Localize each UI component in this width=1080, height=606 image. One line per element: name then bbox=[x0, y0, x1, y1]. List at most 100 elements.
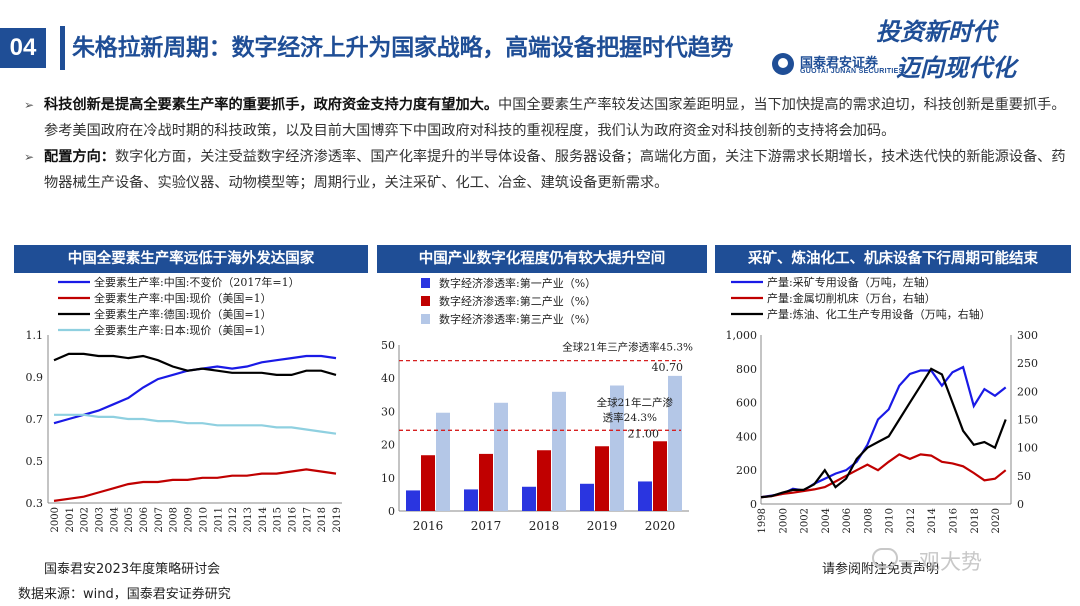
bar-2 bbox=[537, 450, 551, 511]
series-line-1 bbox=[760, 365, 1007, 499]
bar-1 bbox=[464, 489, 478, 511]
x-tick-label: 2010 bbox=[198, 507, 209, 532]
y-tick-label: 1.1 bbox=[26, 329, 44, 342]
y-tick-label-left: 0 bbox=[750, 498, 757, 511]
x-tick-label: 2017 bbox=[471, 519, 502, 533]
x-tick-label: 2000 bbox=[50, 507, 61, 532]
y-tick-label: 10 bbox=[381, 472, 395, 485]
x-tick-label: 2003 bbox=[95, 507, 106, 532]
x-tick-label: 2012 bbox=[906, 508, 917, 533]
x-tick-label: 2016 bbox=[948, 508, 959, 533]
legend-label: 全要素生产率:日本:现价（美国=1） bbox=[94, 323, 272, 337]
legend-label: 数字经济渗透率:第二产业（%） bbox=[439, 294, 596, 308]
y-tick-label: 0 bbox=[388, 505, 395, 518]
bar-2 bbox=[653, 441, 667, 511]
data-source: 数据来源：wind，国泰君安证券研究 bbox=[18, 587, 231, 602]
title-accent-bar bbox=[60, 26, 65, 70]
x-tick-label: 2010 bbox=[885, 508, 896, 533]
series-line-3 bbox=[53, 352, 337, 377]
tfp-line-chart: 1.1 0.9 0.7 0.5 0.3 2000 2001 2002 2003 2004 2005 2… bbox=[14, 273, 368, 550]
y-tick-label: 20 bbox=[381, 439, 395, 452]
y-tick-label-left: 400 bbox=[736, 430, 757, 443]
y-tick-label-right: 100 bbox=[1017, 442, 1038, 455]
bar-3 bbox=[436, 412, 450, 511]
legend-label: 产量:金属切削机床（万台，右轴） bbox=[767, 291, 936, 305]
y-tick-label-right: 250 bbox=[1017, 357, 1038, 370]
legend-label: 全要素生产率:德国:现价（美国=1） bbox=[94, 307, 272, 321]
x-tick-label: 2011 bbox=[213, 507, 224, 532]
bullet-list: ➢ 科技创新是提高全要素生产率的重要抓手，政府资金支持力度有望加大。中国全要素生… bbox=[22, 92, 1072, 196]
x-tick-label: 2000 bbox=[778, 508, 789, 533]
y-tick-label-right: 150 bbox=[1017, 414, 1038, 427]
bar-1 bbox=[638, 481, 652, 511]
y-tick-label-left: 200 bbox=[736, 464, 757, 477]
disclaimer-link[interactable]: 请参阅附注免责声明 bbox=[822, 562, 940, 577]
bar-2 bbox=[479, 453, 493, 511]
bullet-2: ➢ 配置方向：数字化方面，关注受益数字经济渗透率、国产化率提升的半导体设备、服务… bbox=[22, 144, 1072, 196]
series-line-3 bbox=[760, 367, 1007, 499]
bar-1 bbox=[580, 483, 594, 511]
bullet-2-text: 数字化方面，关注受益数字经济渗透率、国产化率提升的半导体设备、服务器设备；高端化… bbox=[44, 149, 1066, 191]
legend-label: 产量:采矿专用设备（万吨，左轴） bbox=[767, 275, 936, 289]
bullet-1-bold: 科技创新是提高全要素生产率的重要抓手，政府资金支持力度有望加大。 bbox=[44, 97, 499, 113]
y-tick-label: 40 bbox=[381, 372, 395, 385]
y-tick-label: 0.5 bbox=[26, 455, 44, 468]
bar-3 bbox=[610, 385, 624, 511]
digital-penetration-bar-chart: 50 40 30 20 10 0 2016 2017 2018 2019 2020 数字经济渗透率:第… bbox=[377, 273, 707, 550]
y-tick-label-left: 600 bbox=[736, 397, 757, 410]
x-tick-label: 2001 bbox=[65, 507, 76, 532]
x-tick-label: 2020 bbox=[645, 519, 676, 533]
bullet-1-text: 中国全要素生产率较发达国家差距明显，当下加快提高的需求迫切，科技创新是重要抓手。… bbox=[44, 97, 1066, 139]
x-tick-label: 2008 bbox=[169, 507, 180, 532]
legend-swatch bbox=[421, 296, 430, 306]
bar-3 bbox=[552, 391, 566, 511]
watermark: 一观大势 bbox=[898, 550, 982, 574]
x-tick-label: 2018 bbox=[317, 507, 328, 532]
legend-label: 产量:炼油、化工生产专用设备（万吨，右轴） bbox=[767, 307, 991, 321]
x-tick-label: 2015 bbox=[273, 507, 284, 532]
equipment-output-line-chart: 1,000 800 600 400 200 0 300 250 200 150 100 50 0 1998… bbox=[715, 273, 1071, 550]
bar-1 bbox=[406, 490, 420, 511]
company-name-cn: 国泰君安证券 bbox=[800, 56, 879, 71]
x-tick-label: 2002 bbox=[800, 508, 811, 533]
x-tick-label: 2019 bbox=[587, 519, 618, 533]
y-tick-label-right: 300 bbox=[1017, 329, 1038, 342]
x-tick-label: 2013 bbox=[243, 507, 254, 532]
slogan-line-1: 投资新时代 bbox=[876, 17, 996, 46]
x-tick-label: 2020 bbox=[991, 508, 1002, 533]
x-tick-label: 2009 bbox=[184, 507, 195, 532]
x-tick-label: 2004 bbox=[821, 508, 832, 533]
x-tick-label: 2017 bbox=[302, 507, 313, 532]
x-tick-label: 2008 bbox=[863, 508, 874, 533]
y-tick-label-left: 1,000 bbox=[726, 329, 758, 342]
bar-3 bbox=[668, 375, 682, 511]
x-tick-label: 2012 bbox=[228, 507, 239, 532]
x-tick-label: 2014 bbox=[258, 507, 269, 532]
x-tick-label: 2005 bbox=[124, 507, 135, 532]
header: 04 朱格拉新周期：数字经济上升为国家战略，高端设备把握时代趋势 国泰君安证券 … bbox=[0, 0, 1080, 82]
x-tick-label: 1998 bbox=[757, 508, 768, 533]
page-number: 04 bbox=[0, 28, 46, 68]
bullet-1: ➢ 科技创新是提高全要素生产率的重要抓手，政府资金支持力度有望加大。中国全要素生… bbox=[22, 92, 1072, 144]
y-tick-label: 0.3 bbox=[26, 497, 44, 510]
x-tick-label: 2018 bbox=[529, 519, 560, 533]
y-tick-label-right: 50 bbox=[1017, 470, 1031, 483]
bar-3 bbox=[494, 402, 508, 511]
x-tick-label: 2004 bbox=[109, 507, 120, 532]
legend-label: 数字经济渗透率:第三产业（%） bbox=[439, 312, 596, 326]
bullet-arrow-icon: ➢ bbox=[24, 98, 35, 112]
y-tick-label-right: 200 bbox=[1017, 385, 1038, 398]
event-name: 国泰君安2023年度策略研讨会 bbox=[44, 562, 221, 577]
wechat-icon bbox=[872, 548, 898, 568]
series-line-2 bbox=[760, 453, 1007, 499]
y-tick-label: 50 bbox=[381, 339, 395, 352]
reference-label-secondary-2: 透率24.3% bbox=[603, 411, 657, 424]
bar-2 bbox=[595, 446, 609, 511]
series-line-2 bbox=[53, 468, 337, 502]
page-title: 朱格拉新周期：数字经济上升为国家战略，高端设备把握时代趋势 bbox=[72, 35, 734, 61]
bar-1 bbox=[522, 486, 536, 511]
reference-label-secondary-1: 全球21年二产渗 bbox=[597, 396, 674, 409]
bullet-arrow-icon: ➢ bbox=[24, 150, 35, 164]
y-tick-label: 0.9 bbox=[26, 371, 44, 384]
bullet-2-bold: 配置方向： bbox=[44, 149, 115, 165]
